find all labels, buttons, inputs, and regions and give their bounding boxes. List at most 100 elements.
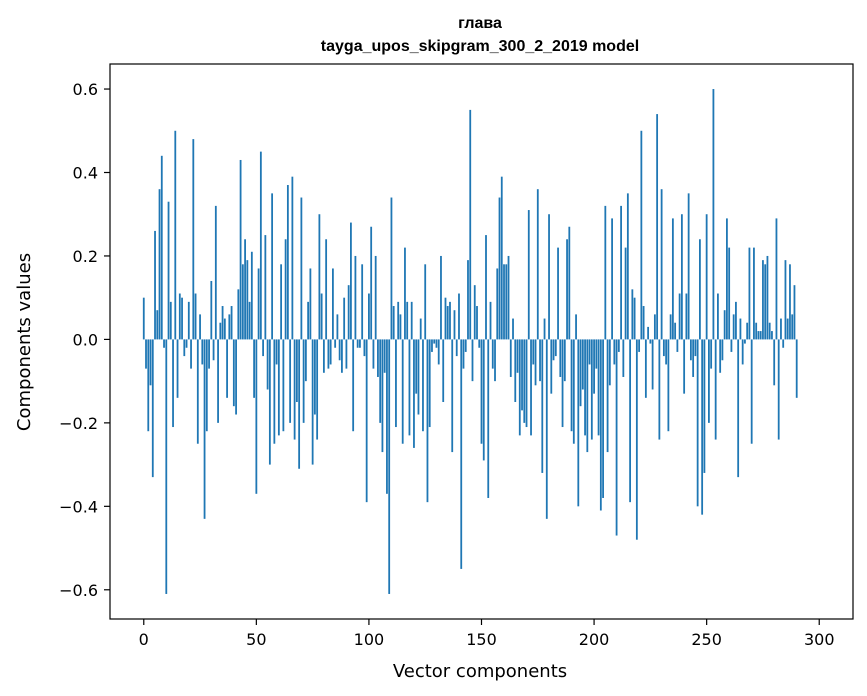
x-tick-label: 200 (579, 630, 610, 649)
bar (554, 339, 557, 357)
bar (523, 339, 526, 423)
bar (660, 189, 663, 340)
bar (793, 285, 796, 340)
bar (442, 339, 445, 402)
bar (478, 339, 481, 348)
bar (680, 214, 683, 340)
bar (156, 310, 159, 340)
bar (174, 130, 177, 340)
bar (509, 339, 512, 377)
bar (280, 264, 283, 340)
bar (620, 205, 622, 340)
bar (759, 331, 762, 340)
bar (145, 339, 147, 369)
bar (383, 339, 386, 373)
bar (766, 255, 769, 340)
bar (561, 339, 564, 428)
bar (332, 268, 334, 340)
bar (541, 339, 544, 473)
bar (527, 210, 530, 340)
bar (446, 306, 449, 340)
bar (284, 239, 287, 340)
bar (203, 339, 206, 519)
bar (286, 185, 289, 340)
bar (262, 339, 264, 357)
bar (217, 339, 219, 423)
bar (737, 339, 740, 478)
bar (458, 293, 460, 340)
bar (732, 314, 735, 340)
bar (266, 339, 269, 390)
bar (291, 176, 294, 340)
bar (467, 260, 469, 340)
bar (361, 264, 364, 340)
bar (611, 218, 613, 340)
bars-group (142, 89, 798, 594)
bar (685, 293, 688, 340)
bar (557, 247, 559, 340)
bar (494, 339, 496, 382)
bar (662, 339, 665, 357)
bar (696, 339, 699, 507)
bar (298, 339, 301, 469)
bar (651, 339, 654, 390)
bar (590, 339, 593, 440)
bar (644, 339, 647, 398)
bar (559, 339, 562, 377)
bar (365, 339, 368, 503)
bar (581, 339, 584, 390)
bar (705, 214, 708, 340)
bar (413, 339, 415, 448)
bar (325, 239, 328, 340)
bar (381, 339, 384, 453)
y-tick-label: 0.6 (73, 80, 98, 99)
bar (671, 218, 674, 340)
bar (309, 268, 312, 340)
bar (165, 339, 168, 594)
bar (647, 326, 650, 340)
bar (687, 193, 690, 340)
bar (392, 306, 395, 340)
bar (271, 193, 274, 340)
bar (530, 339, 532, 436)
bar (791, 314, 794, 340)
bar (755, 322, 758, 340)
bar (539, 339, 541, 382)
bar (728, 247, 731, 340)
bar (345, 339, 348, 369)
x-tick-label: 300 (804, 630, 835, 649)
bar (428, 339, 431, 428)
bar (147, 339, 150, 432)
bar (390, 197, 393, 340)
bar (370, 226, 373, 340)
bar (593, 339, 595, 394)
bar (683, 339, 686, 394)
bar (631, 289, 634, 340)
bar (293, 339, 296, 440)
bar (708, 339, 710, 423)
bar (730, 339, 733, 352)
x-tick-label: 250 (691, 630, 722, 649)
bar (635, 339, 638, 540)
bar (453, 310, 456, 340)
bar (347, 285, 350, 340)
bar (480, 339, 483, 444)
bar (703, 339, 706, 473)
bar (550, 339, 553, 394)
bar (307, 301, 310, 340)
bar (232, 339, 235, 407)
bar (572, 339, 575, 444)
bar (735, 301, 737, 340)
bar (746, 322, 749, 340)
bar (282, 339, 285, 432)
bar (255, 339, 258, 494)
bar (491, 339, 494, 369)
bar (440, 255, 442, 340)
bar (726, 218, 728, 340)
bar (187, 301, 190, 340)
bar (374, 255, 377, 340)
bar (368, 293, 370, 340)
bar (498, 197, 501, 340)
bar (318, 214, 321, 340)
